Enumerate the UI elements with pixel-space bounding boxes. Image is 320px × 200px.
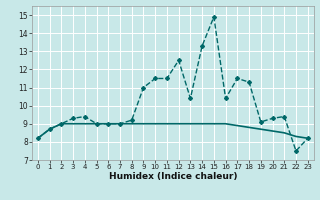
X-axis label: Humidex (Indice chaleur): Humidex (Indice chaleur) <box>108 172 237 181</box>
